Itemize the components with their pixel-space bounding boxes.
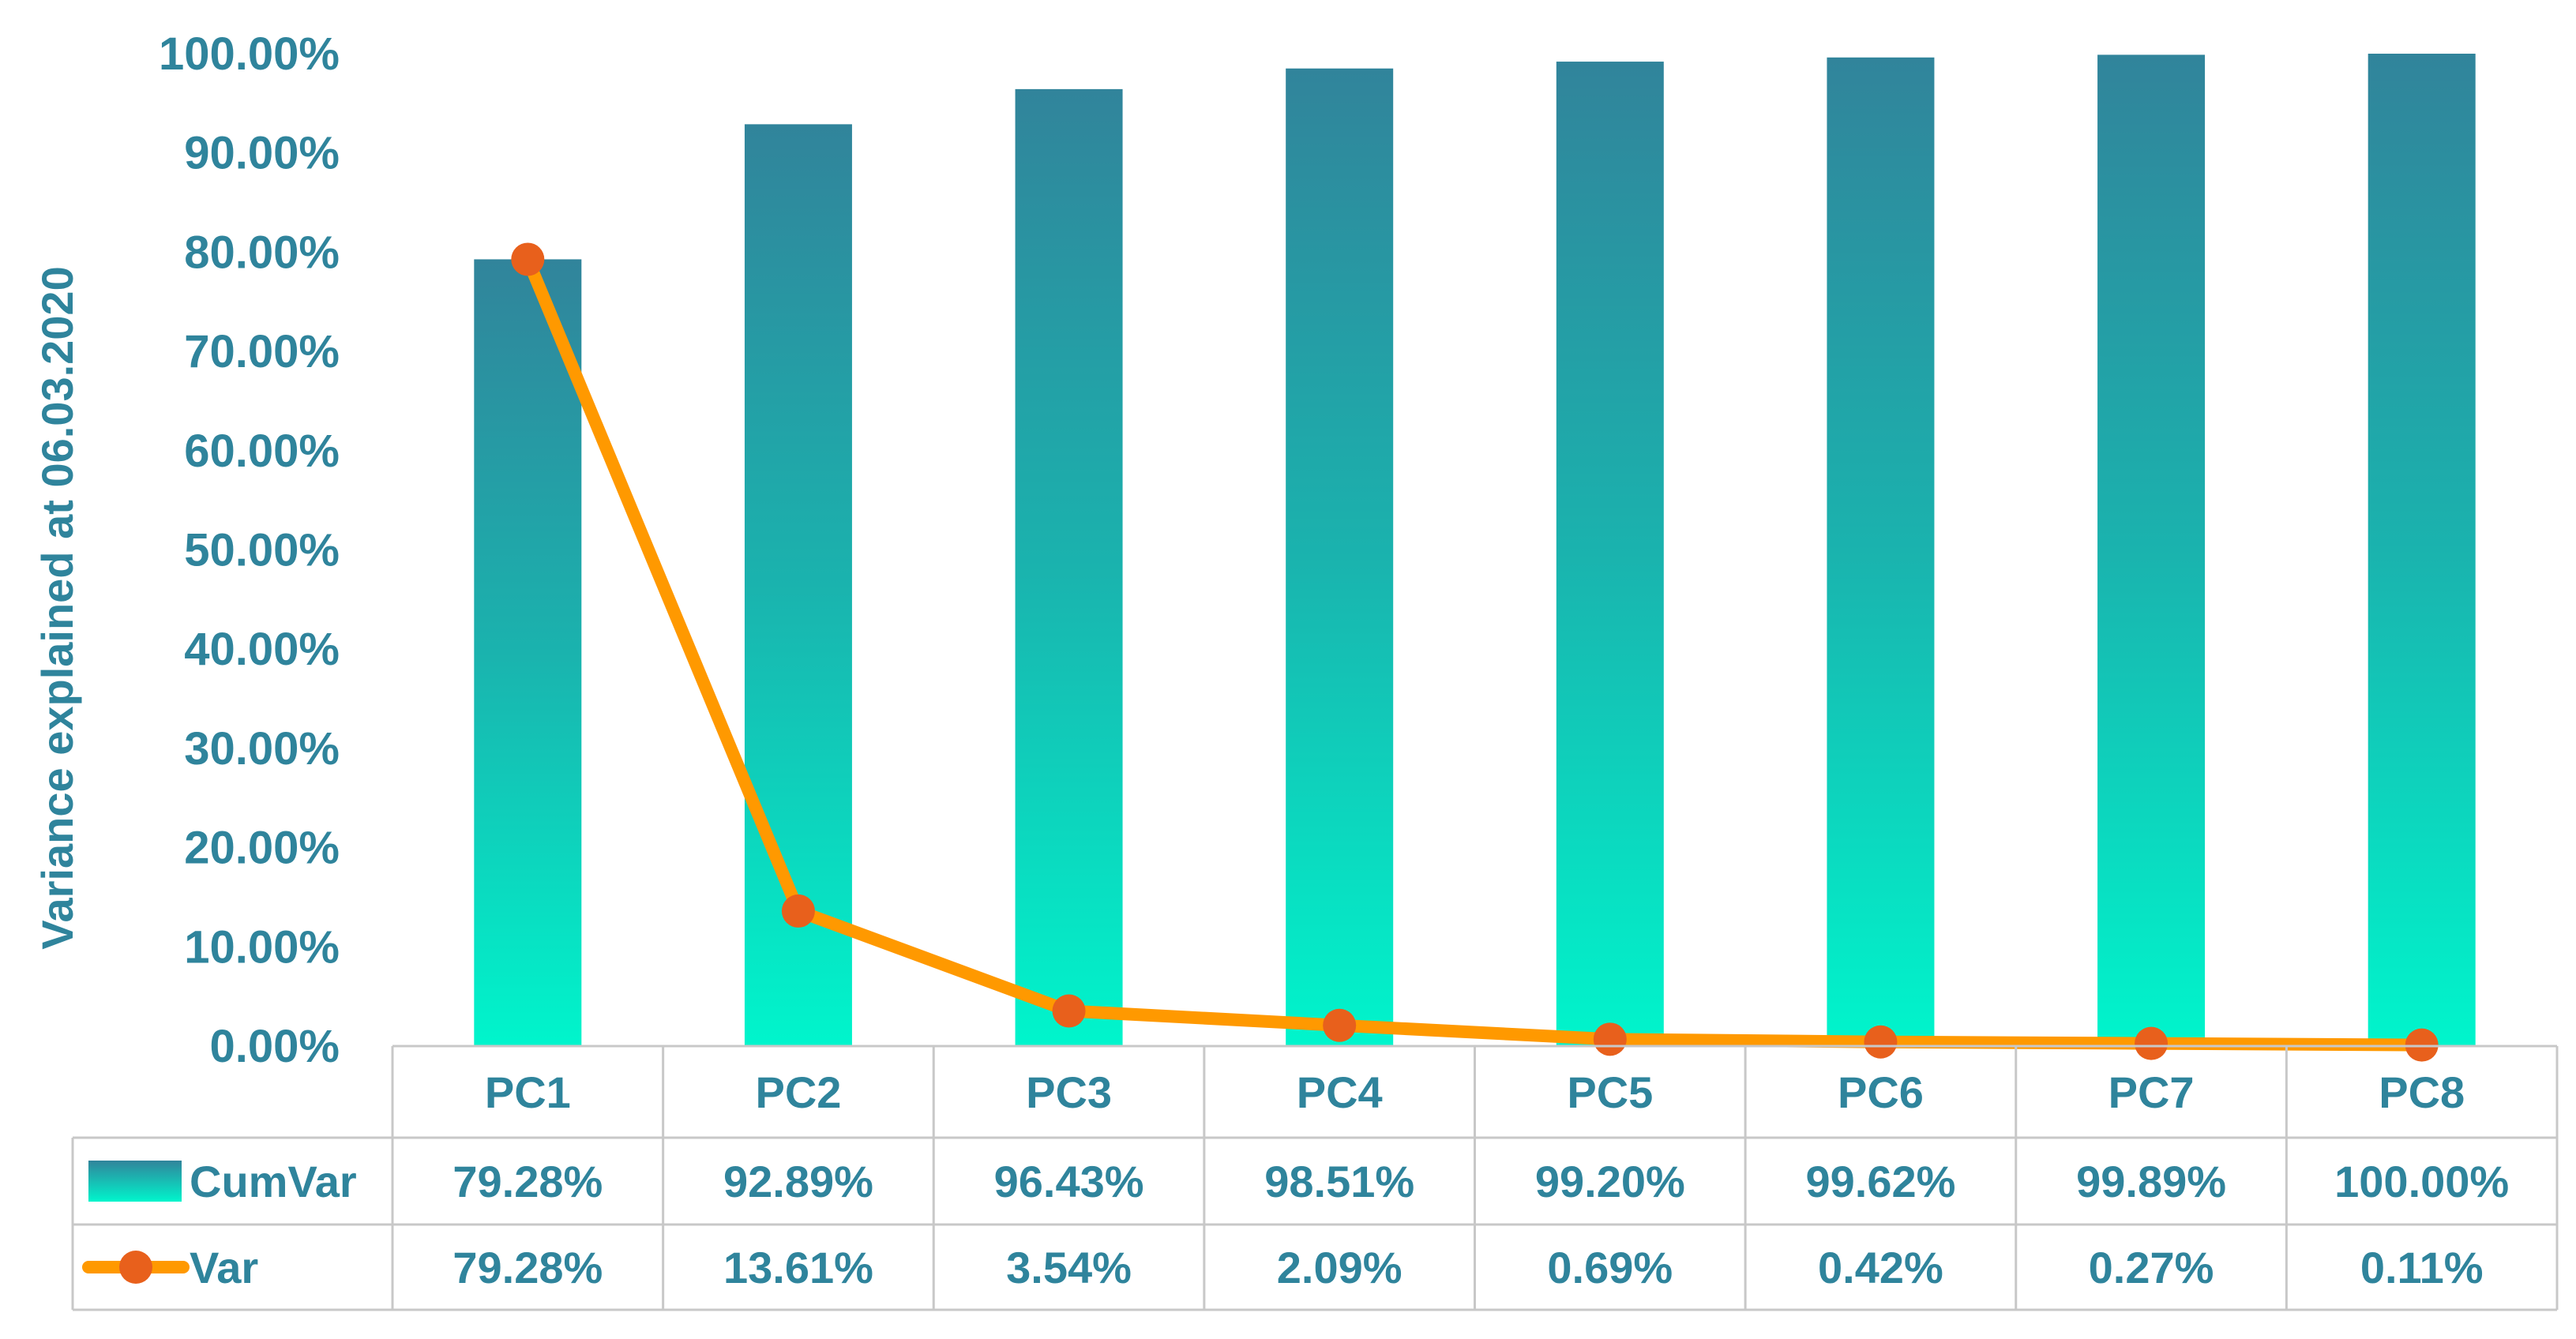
category-label: PC1	[485, 1067, 571, 1117]
line-point	[781, 894, 815, 928]
table-value-cumvar: 100.00%	[2334, 1157, 2509, 1206]
legend-label-cumvar: CumVar	[190, 1157, 357, 1206]
category-label: PC4	[1297, 1067, 1383, 1117]
bar	[1015, 88, 1123, 1047]
y-tick-label: 20.00%	[184, 823, 340, 874]
bar	[474, 259, 582, 1046]
line-point	[1593, 1022, 1627, 1056]
table-value-var: 0.42%	[1818, 1243, 1943, 1292]
category-label: PC7	[2108, 1067, 2195, 1117]
line-point	[1864, 1025, 1898, 1059]
bar-series-cumvar	[474, 54, 2476, 1047]
table-value-var: 0.27%	[2089, 1243, 2214, 1292]
table-value-cumvar: 92.89%	[723, 1157, 873, 1206]
table-value-cumvar: 79.28%	[452, 1157, 603, 1206]
category-label: PC2	[755, 1067, 841, 1117]
line-series-var	[511, 242, 2439, 1062]
data-table: PC1 PC2 PC3 PC4 PC5 PC6 PC7 PC8 CumVar 79.28% 92.8…	[71, 1045, 2559, 1311]
y-tick-label: 40.00%	[184, 624, 340, 675]
table-value-var: 0.11%	[2360, 1243, 2484, 1292]
y-tick-label: 100.00%	[159, 28, 340, 80]
y-tick-label: 0.00%	[210, 1021, 340, 1072]
legend-swatch-cumvar	[88, 1161, 182, 1202]
line-point	[1323, 1008, 1357, 1042]
y-tick-label: 70.00%	[184, 326, 340, 377]
bar	[1556, 62, 1664, 1046]
y-tick-label: 80.00%	[184, 227, 340, 278]
y-tick-label: 10.00%	[184, 921, 340, 973]
y-tick-label: 50.00%	[184, 525, 340, 576]
table-value-var: 2.09%	[1277, 1243, 1403, 1292]
table-value-cumvar: 98.51%	[1264, 1157, 1414, 1206]
y-axis-title: Variance explained at 06.03.2020	[32, 266, 82, 949]
legend-label-var: Var	[190, 1243, 258, 1292]
table-value-cumvar: 99.20%	[1535, 1157, 1685, 1206]
table-value-cumvar: 99.89%	[2076, 1157, 2226, 1206]
category-label: PC3	[1026, 1067, 1112, 1117]
y-tick-label: 90.00%	[184, 128, 340, 179]
bar	[1286, 68, 1394, 1047]
line-point	[511, 242, 545, 276]
category-label: PC5	[1567, 1067, 1653, 1117]
bar	[1827, 57, 1935, 1046]
table-value-var: 79.28%	[452, 1243, 603, 1292]
category-label: PC6	[1838, 1067, 1924, 1117]
line-point	[2135, 1026, 2169, 1060]
y-axis-ticks: 0.00% 10.00% 20.00% 30.00% 40.00% 50.00% 60.00…	[159, 28, 340, 1072]
table-value-var: 3.54%	[1006, 1243, 1132, 1292]
table-value-var: 0.69%	[1547, 1243, 1673, 1292]
y-tick-label: 30.00%	[184, 723, 340, 775]
legend-swatch-var-marker	[119, 1251, 152, 1284]
line-point	[1052, 994, 1086, 1028]
bar	[2097, 54, 2206, 1047]
table-value-cumvar: 96.43%	[994, 1157, 1144, 1206]
bar	[2368, 54, 2476, 1046]
series-line	[521, 253, 2428, 1052]
bar	[744, 124, 852, 1047]
category-label: PC8	[2379, 1067, 2465, 1117]
table-value-cumvar: 99.62%	[1805, 1157, 1955, 1206]
table-value-var: 13.61%	[723, 1243, 873, 1292]
y-tick-label: 60.00%	[184, 426, 340, 477]
